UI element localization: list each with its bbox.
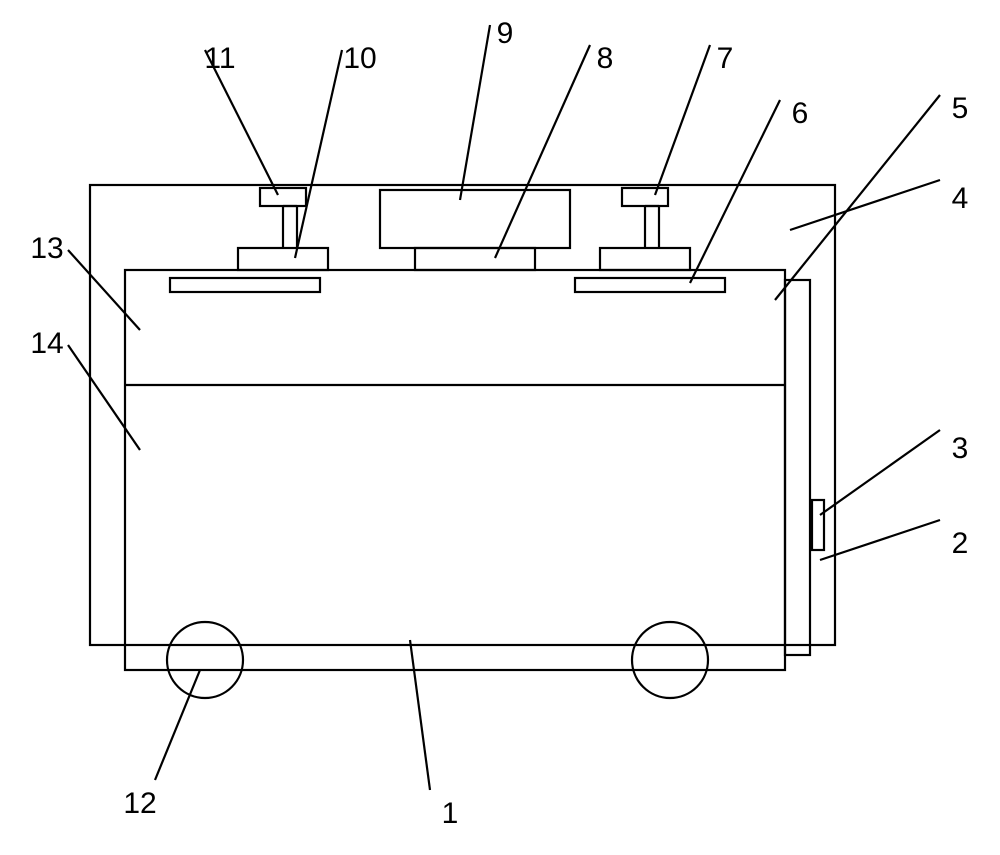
label-9: 9: [497, 17, 514, 50]
label-7: 7: [717, 42, 734, 75]
label-2: 2: [952, 527, 969, 560]
label-6: 6: [792, 97, 809, 130]
label-12: 12: [123, 787, 156, 820]
label-4: 4: [952, 182, 969, 215]
label-14: 14: [30, 327, 63, 360]
technical-diagram: 1234567891011121314: [0, 0, 1000, 855]
background: [0, 0, 1000, 855]
label-10: 10: [343, 42, 376, 75]
label-1: 1: [442, 797, 459, 830]
label-8: 8: [597, 42, 614, 75]
label-11: 11: [204, 42, 235, 75]
label-5: 5: [952, 92, 969, 125]
label-3: 3: [952, 432, 969, 465]
label-13: 13: [30, 232, 63, 265]
